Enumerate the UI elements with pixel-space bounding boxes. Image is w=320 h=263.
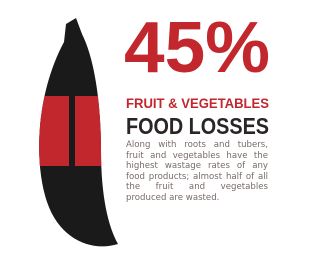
subtitle: FRUIT & VEGETABLES xyxy=(126,95,269,111)
banana-icon xyxy=(0,0,130,263)
headline-figure: 45% xyxy=(124,8,270,88)
body-text: Along with roots and tubers, fruit and v… xyxy=(126,140,268,204)
infographic: 45% FRUIT & VEGETABLES FOOD LOSSES Along… xyxy=(0,0,281,263)
graphic: 45% FRUIT & VEGETABLES FOOD LOSSES xyxy=(0,0,281,263)
title: FOOD LOSSES xyxy=(126,113,269,139)
